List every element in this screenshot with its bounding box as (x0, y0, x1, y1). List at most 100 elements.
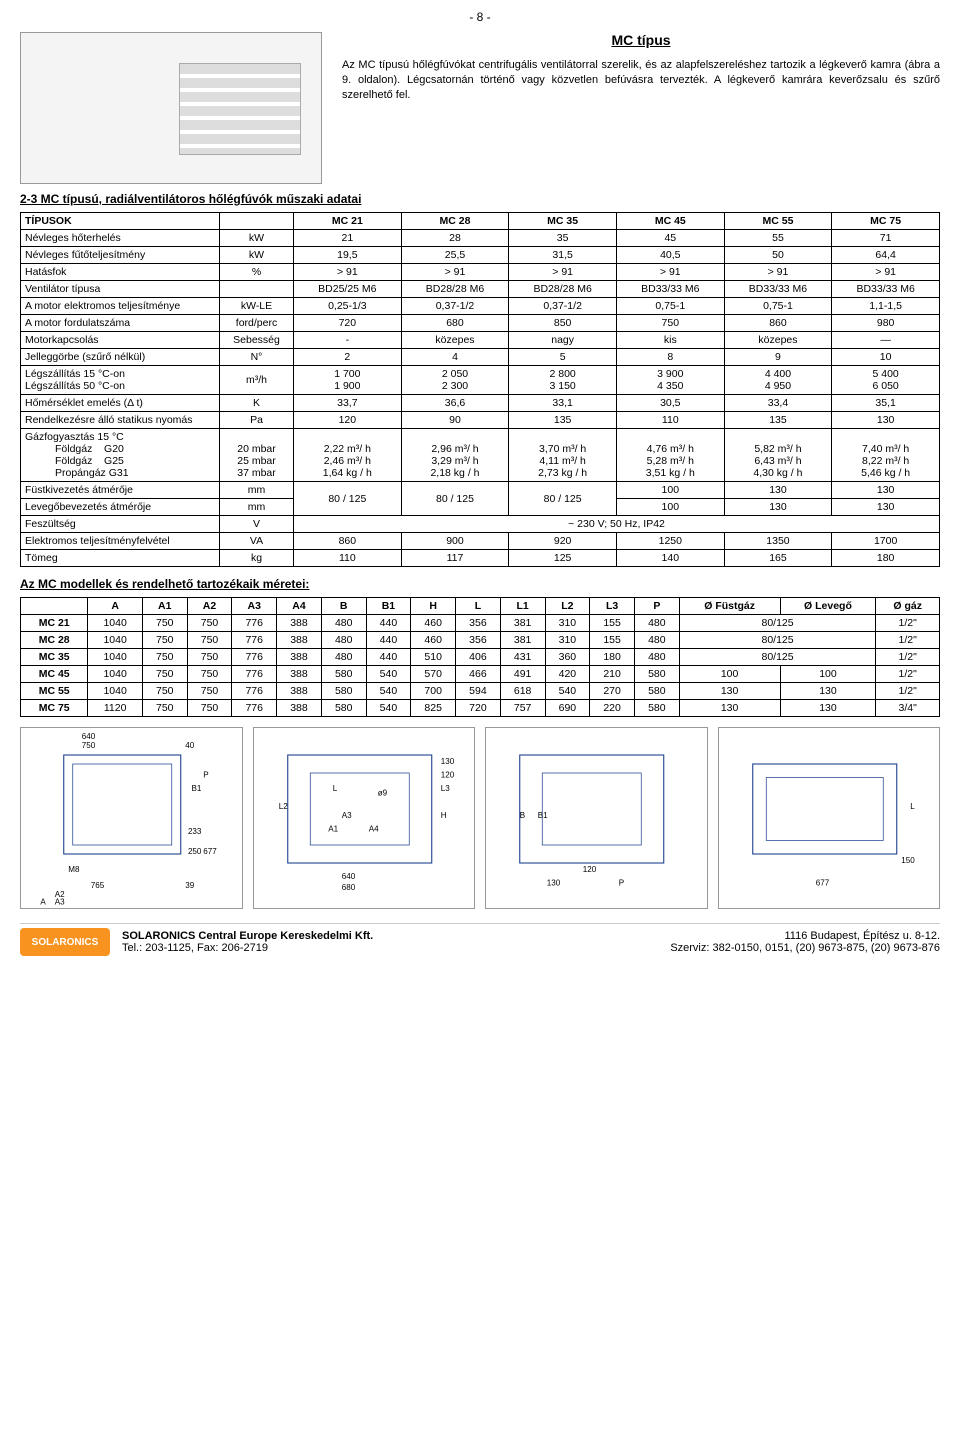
svg-text:120: 120 (440, 771, 454, 780)
t2-cell: 776 (232, 615, 277, 632)
table-row-unit: ford/perc (220, 315, 294, 332)
t2-cell: 480 (634, 632, 679, 649)
table-cell: 30,5 (616, 395, 724, 412)
table-cell: 130 (832, 412, 940, 429)
table-cell: 0,37-1/2 (509, 298, 617, 315)
table-cell: 0,75-1 (724, 298, 832, 315)
table-row-label: Hőmérséklet emelés (Δ t) (21, 395, 220, 412)
t2-cell: 1040 (88, 615, 143, 632)
svg-text:B: B (520, 811, 525, 820)
t2-col: L2 (545, 598, 590, 615)
t2-gaz: 1/2" (876, 632, 940, 649)
t2-col: L (456, 598, 501, 615)
table-row-label: Hatásfok (21, 264, 220, 281)
table-cell: 1350 (724, 533, 832, 550)
col-mc45: MC 45 (616, 213, 724, 230)
svg-text:A3: A3 (55, 897, 65, 906)
svg-text:233: 233 (188, 827, 202, 836)
footer-left: SOLARONICS Central Europe Kereskedelmi K… (122, 930, 658, 954)
t2-cell: 720 (456, 700, 501, 717)
t2-cell: 491 (500, 666, 545, 683)
t2-cell: 580 (321, 666, 366, 683)
t2-gaz: 3/4" (876, 700, 940, 717)
t2-cell: 381 (500, 632, 545, 649)
table-cell: 64,4 (832, 247, 940, 264)
svg-text:677: 677 (203, 847, 217, 856)
t2-model: MC 21 (21, 615, 88, 632)
t2-cell: 388 (277, 615, 322, 632)
t2-col: A4 (277, 598, 322, 615)
svg-text:680: 680 (341, 883, 355, 892)
t2-fuse: 100 (679, 666, 780, 683)
t2-model: MC 55 (21, 683, 88, 700)
t2-col: Ø Levegő (780, 598, 876, 615)
col-mc28: MC 28 (401, 213, 509, 230)
table-cell: 0,75-1 (616, 298, 724, 315)
t2-col: A (88, 598, 143, 615)
svg-text:A: A (40, 897, 46, 906)
subhead-dimensions: Az MC modellek és rendelhető tartozékaik… (20, 577, 940, 591)
t2-cell: 570 (411, 666, 456, 683)
header-row: MC típus Az MC típusú hőlégfúvókat centr… (20, 32, 940, 184)
t2-gaz: 1/2" (876, 683, 940, 700)
svg-text:P: P (619, 879, 624, 888)
t2-cell: 618 (500, 683, 545, 700)
mc-title: MC típus (342, 32, 940, 48)
table-row-label: A motor fordulatszáma (21, 315, 220, 332)
t2-cell: 750 (142, 649, 187, 666)
table-cell: 860 (294, 533, 402, 550)
table-cell: nagy (509, 332, 617, 349)
t2-cell: 388 (277, 666, 322, 683)
table-cell: > 91 (294, 264, 402, 281)
t2-cell: 388 (277, 632, 322, 649)
t2-cell: 440 (366, 632, 411, 649)
table-cell: > 91 (832, 264, 940, 281)
table-cell: 45 (616, 230, 724, 247)
t2-cell: 406 (456, 649, 501, 666)
table-cell: 19,5 (294, 247, 402, 264)
table-cell: 90 (401, 412, 509, 429)
t2-cell: 466 (456, 666, 501, 683)
page-number: - 8 - (20, 10, 940, 24)
col-unit (220, 213, 294, 230)
table-cell: 720 (294, 315, 402, 332)
row-legszall-label: Légszállítás 15 °C-on Légszállítás 50 °C… (21, 366, 220, 395)
table-cell: 35 (509, 230, 617, 247)
t2-cell: 1040 (88, 683, 143, 700)
t2-cell: 440 (366, 649, 411, 666)
svg-text:A1: A1 (328, 825, 338, 834)
table-cell: 40,5 (616, 247, 724, 264)
drawing-1: 750 640 40 B1 P 233 M8 250 677 765 39 A2… (20, 727, 243, 909)
dimensions-table: AA1A2A3A4BB1HLL1L2L3PØ FüstgázØ LevegőØ … (20, 597, 940, 717)
t2-cell: 750 (142, 632, 187, 649)
t2-model: MC 35 (21, 649, 88, 666)
table-cell: 33,7 (294, 395, 402, 412)
specs-table: TÍPUSOK MC 21 MC 28 MC 35 MC 45 MC 55 MC… (20, 212, 940, 567)
t2-cell: 480 (321, 632, 366, 649)
t2-lev: 130 (780, 683, 876, 700)
table-cell: 117 (401, 550, 509, 567)
t2-cell: 580 (634, 700, 679, 717)
table-cell: > 91 (616, 264, 724, 281)
t2-cell: 155 (590, 632, 635, 649)
table-cell: 120 (294, 412, 402, 429)
table-row-label: Névleges fűtőteljesítmény (21, 247, 220, 264)
t2-cell: 388 (277, 700, 322, 717)
svg-text:L: L (910, 802, 915, 811)
table-cell: 900 (401, 533, 509, 550)
table-cell: > 91 (724, 264, 832, 281)
drawing-4: L 150 677 (718, 727, 941, 909)
t2-cell: 776 (232, 700, 277, 717)
t2-col: L3 (590, 598, 635, 615)
t2-cell: 757 (500, 700, 545, 717)
t2-cell: 776 (232, 683, 277, 700)
t2-lev: 130 (780, 700, 876, 717)
louver-graphic (179, 63, 301, 155)
table-cell: — (832, 332, 940, 349)
table-cell: 9 (724, 349, 832, 366)
t2-cell: 480 (321, 615, 366, 632)
t2-cell: 750 (187, 649, 232, 666)
table-cell: 4 (401, 349, 509, 366)
table-cell: 165 (724, 550, 832, 567)
svg-text:L: L (332, 784, 337, 793)
